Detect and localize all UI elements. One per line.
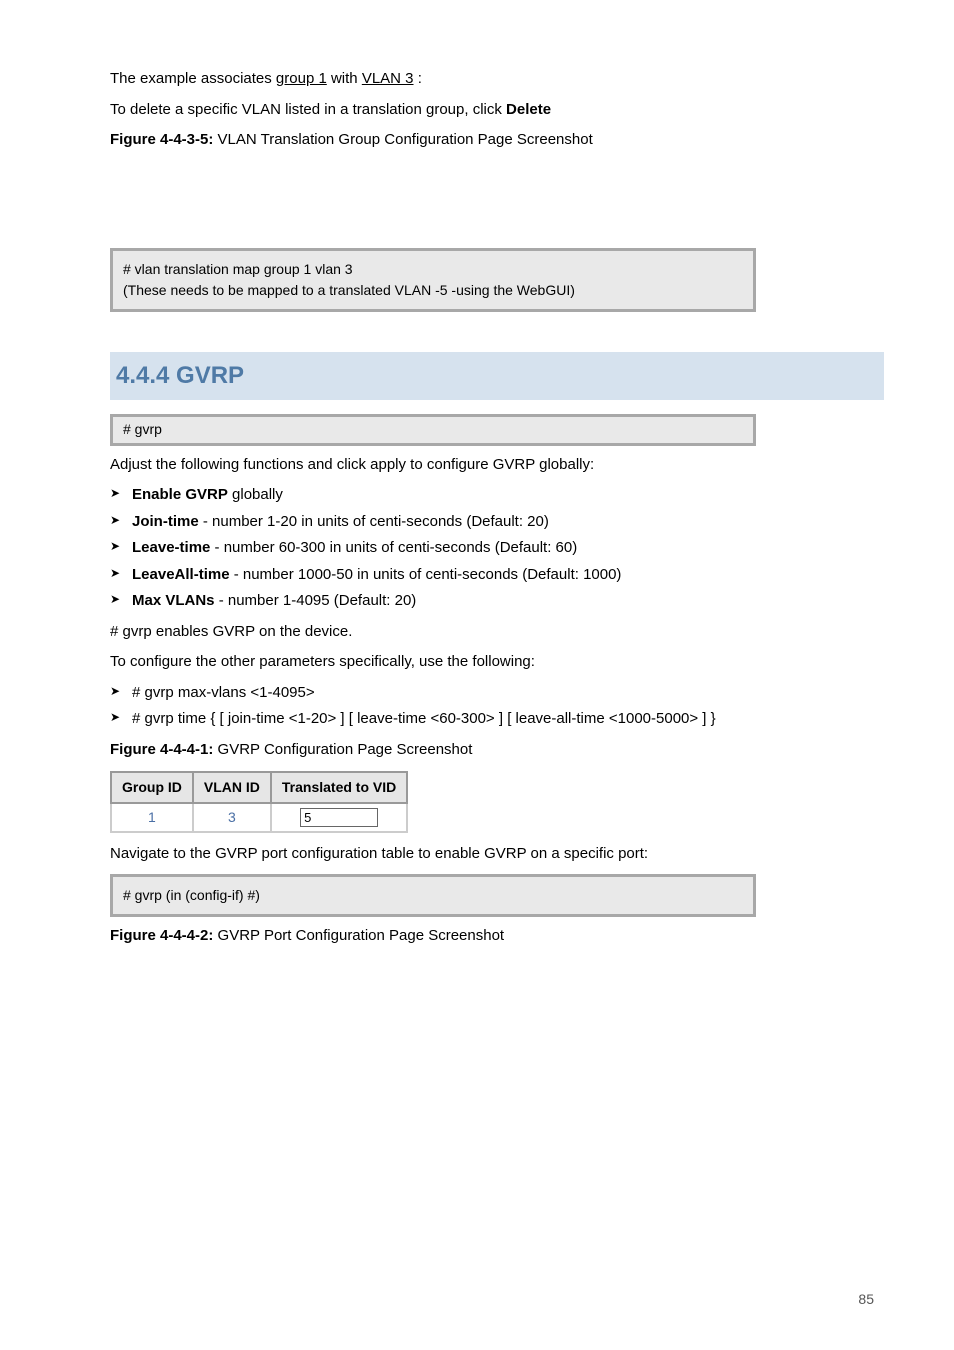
list-item: LeaveAll-time - number 1000-50 in units … [110, 564, 884, 587]
cli-line: # vlan translation map group 1 vlan 3 [123, 259, 743, 280]
cli-box-gvrp: # gvrp [110, 414, 756, 446]
cell-translated-vid [271, 803, 407, 832]
para-gvrp-intro: Adjust the following functions and click… [110, 454, 884, 477]
t: The example associates [110, 70, 276, 87]
list-item: Join-time - number 1-20 in units of cent… [110, 511, 884, 534]
list-item: Max VLANs - number 1-4095 (Default: 20) [110, 590, 884, 613]
para-delete: To delete a specific VLAN listed in a tr… [110, 99, 884, 122]
gvrp-param-list: Enable GVRP globally Join-time - number … [110, 484, 884, 613]
page-number: 85 [858, 1289, 874, 1310]
fig-caption-4435: Figure 4-4-3-5: VLAN Translation Group C… [110, 129, 884, 152]
grp: group 1 [276, 70, 327, 87]
t: with [331, 70, 362, 87]
list-item: # gvrp time { [ join-time <1-20> ] [ lea… [110, 708, 884, 731]
fig-num: Figure 4-4-4-2: [110, 927, 213, 944]
cli-box-vlan-translation: # vlan translation map group 1 vlan 3 (T… [110, 248, 756, 312]
cell-group-id: 1 [111, 803, 193, 832]
fig-caption-4441: Figure 4-4-4-1: GVRP Configuration Page … [110, 739, 884, 762]
cell-vlan-id: 3 [193, 803, 271, 832]
cli-line: (These needs to be mapped to a translate… [123, 280, 743, 301]
section-heading-gvrp: 4.4.4 GVRP [110, 352, 884, 400]
fig-caption-4442: Figure 4-4-4-2: GVRP Port Configuration … [110, 925, 884, 948]
para-gvrp-enable: # gvrp enables GVRP on the device. [110, 621, 884, 644]
list-item: # gvrp max-vlans <1-4095> [110, 682, 884, 705]
t: : [418, 70, 422, 87]
fig-num: Figure 4-4-3-5: [110, 131, 213, 148]
list-item: Leave-time - number 60-300 in units of c… [110, 537, 884, 560]
para-assoc: The example associates group 1 with VLAN… [110, 68, 884, 91]
fig-text: GVRP Configuration Page Screenshot [218, 741, 473, 758]
table-row: 1 3 [111, 803, 407, 832]
cli-line: # gvrp (in (config-if) #) [123, 885, 743, 906]
col-header-group-id: Group ID [111, 772, 193, 803]
cli-box-gvrp-if: # gvrp (in (config-if) #) [110, 874, 756, 917]
fig-text: GVRP Port Configuration Page Screenshot [218, 927, 505, 944]
list-item: Enable GVRP globally [110, 484, 884, 507]
para-gvrp-config: To configure the other parameters specif… [110, 651, 884, 674]
fig-num: Figure 4-4-4-1: [110, 741, 213, 758]
delete-label: Delete [506, 101, 551, 118]
gvrp-cmd-list: # gvrp max-vlans <1-4095> # gvrp time { … [110, 682, 884, 731]
t: To delete a specific VLAN listed in a tr… [110, 101, 506, 118]
vlan: VLAN 3 [362, 70, 414, 87]
col-header-vlan-id: VLAN ID [193, 772, 271, 803]
col-header-translated-vid: Translated to VID [271, 772, 407, 803]
para-gvrp-port: Navigate to the GVRP port configuration … [110, 843, 884, 866]
translated-vid-input[interactable] [300, 808, 378, 827]
vlan-translation-table: Group ID VLAN ID Translated to VID 1 3 [110, 771, 408, 833]
fig-text: VLAN Translation Group Configuration Pag… [218, 131, 593, 148]
